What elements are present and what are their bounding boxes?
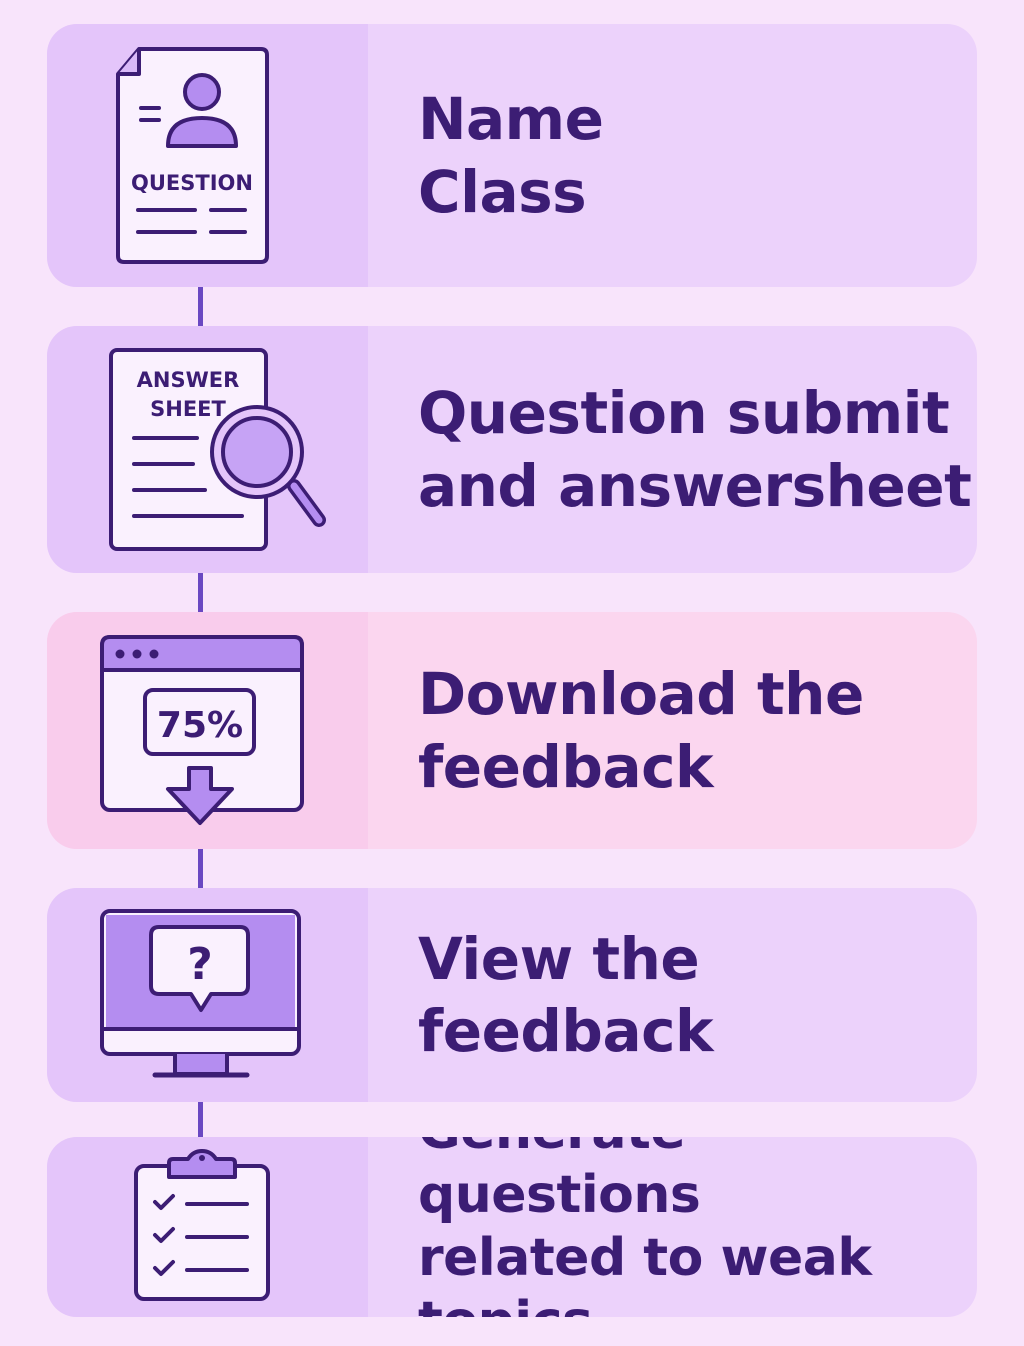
step-card-name-class: QUESTION Name Class xyxy=(47,24,977,287)
step-card-view-feedback: ? View the feedback xyxy=(47,888,977,1102)
browser-download-icon: 75% xyxy=(100,635,304,825)
step-label: Name Class xyxy=(418,85,604,226)
flow-connector xyxy=(198,287,203,326)
answer-icon-text: ANSWER xyxy=(137,368,240,392)
step-label: View the feedback xyxy=(418,924,714,1066)
step-label: Download the feedback xyxy=(418,660,864,801)
question-mark-text: ? xyxy=(187,939,213,990)
flow-connector xyxy=(198,849,203,888)
step-card-download-feedback: 75% Download the feedback xyxy=(47,612,977,849)
clipboard-checklist-icon xyxy=(134,1149,270,1301)
step-card-generate-questions: Generate questions related to weak topic… xyxy=(47,1137,977,1317)
step-label: Question submit and answersheet xyxy=(418,379,972,520)
question-document-icon: QUESTION xyxy=(116,47,269,264)
flow-connector xyxy=(198,573,203,612)
step-label: Generate questions related to weak topic… xyxy=(418,1137,872,1317)
question-icon-text: QUESTION xyxy=(131,171,253,195)
answer-sheet-magnifier-icon: ANSWER SHEET xyxy=(109,348,326,551)
monitor-question-icon: ? xyxy=(100,909,301,1078)
icon-panel xyxy=(47,1137,368,1317)
icon-panel: 75% xyxy=(47,612,368,849)
icon-panel: QUESTION xyxy=(47,24,368,287)
icon-panel: ANSWER SHEET xyxy=(47,326,368,573)
flow-connector xyxy=(198,1102,203,1137)
icon-panel: ? xyxy=(47,888,368,1102)
score-text: 75% xyxy=(157,705,243,746)
step-card-question-submit: ANSWER SHEET Question submit and answers… xyxy=(47,326,977,573)
sheet-icon-text: SHEET xyxy=(150,397,226,421)
